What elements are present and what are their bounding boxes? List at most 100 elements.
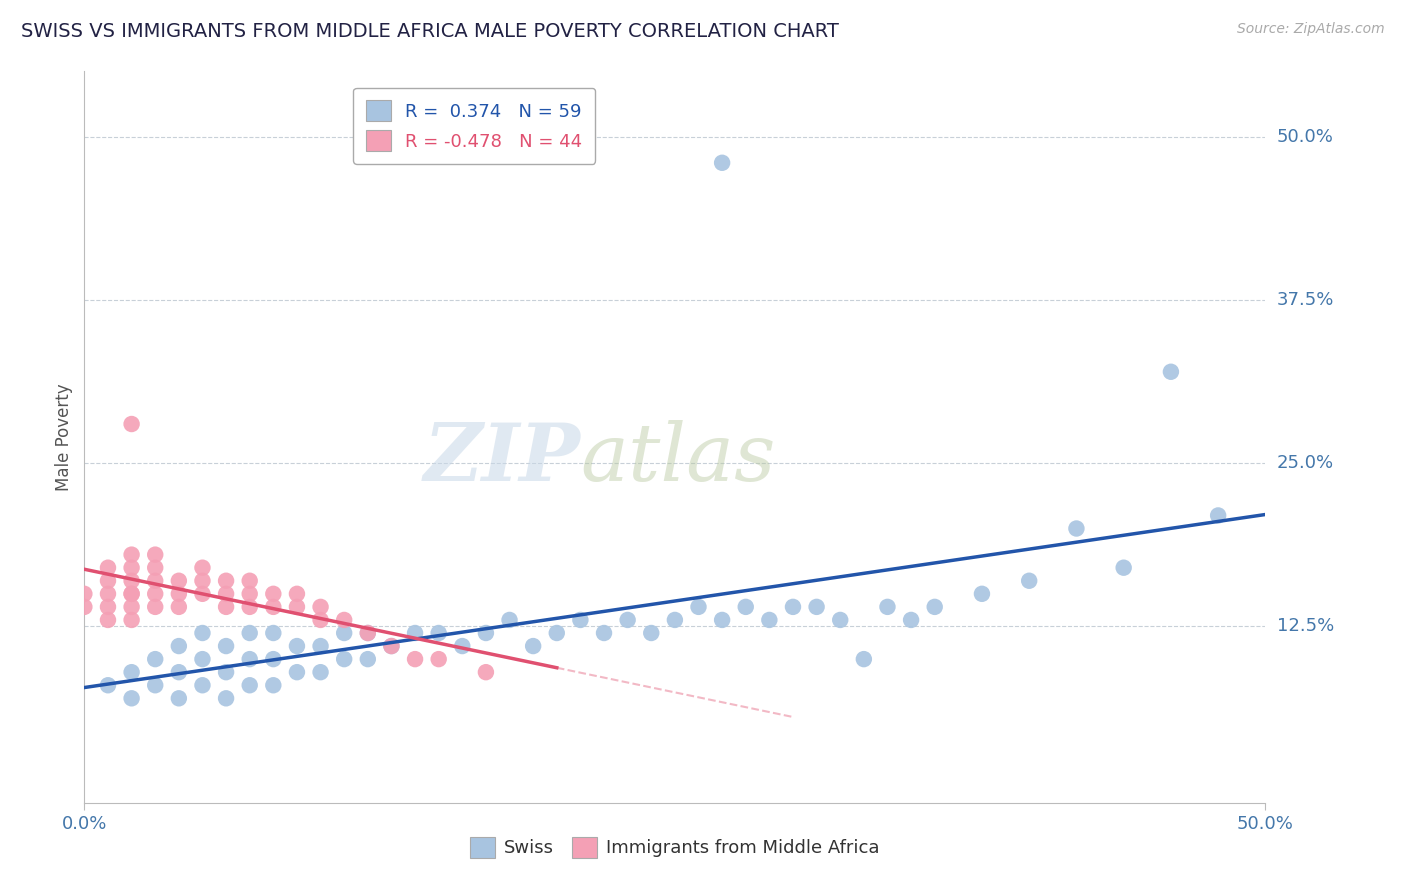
Text: atlas: atlas (581, 420, 776, 498)
Point (451, 639, 474, 653)
Point (143, 652, 166, 666)
Point (830, 613, 852, 627)
Point (143, 560, 166, 574)
Point (309, 639, 332, 653)
Point (121, 613, 143, 627)
Point (143, 587, 166, 601)
Point (143, 548, 166, 562)
Point (191, 587, 214, 601)
Point (876, 599, 898, 614)
Point (215, 691, 238, 706)
Point (97, 560, 120, 574)
Text: ZIP: ZIP (423, 420, 581, 498)
Point (309, 599, 332, 614)
Point (121, 560, 143, 574)
Text: SWISS VS IMMIGRANTS FROM MIDDLE AFRICA MALE POVERTY CORRELATION CHART: SWISS VS IMMIGRANTS FROM MIDDLE AFRICA M… (21, 22, 839, 41)
Y-axis label: Male Poverty: Male Poverty (55, 384, 73, 491)
Point (1066, 521, 1088, 535)
Point (215, 665, 238, 680)
Point (498, 613, 520, 627)
Point (121, 548, 143, 562)
Legend: Swiss, Immigrants from Middle Africa: Swiss, Immigrants from Middle Africa (461, 828, 889, 867)
Point (73, 587, 96, 601)
Point (475, 626, 498, 640)
Point (121, 599, 143, 614)
Point (97, 587, 120, 601)
Point (333, 613, 356, 627)
Point (1112, 560, 1135, 574)
Point (262, 626, 284, 640)
Point (167, 587, 190, 601)
Point (121, 587, 143, 601)
Text: Source: ZipAtlas.com: Source: ZipAtlas.com (1237, 22, 1385, 37)
Point (475, 665, 498, 680)
Point (167, 639, 190, 653)
Point (215, 599, 238, 614)
Point (239, 574, 262, 588)
Point (380, 639, 402, 653)
Point (73, 599, 96, 614)
Point (167, 599, 190, 614)
Point (97, 599, 120, 614)
Point (900, 613, 922, 627)
Point (593, 626, 616, 640)
Point (143, 599, 166, 614)
Point (97, 678, 120, 692)
Point (121, 574, 143, 588)
Point (734, 599, 756, 614)
Point (121, 665, 143, 680)
Point (782, 599, 804, 614)
Point (121, 587, 143, 601)
Point (167, 574, 190, 588)
Point (640, 626, 662, 640)
Point (711, 613, 734, 627)
Text: 50.0%: 50.0% (1277, 128, 1333, 145)
Point (427, 626, 450, 640)
Point (357, 626, 380, 640)
Point (616, 613, 638, 627)
Point (309, 613, 332, 627)
Point (1206, 508, 1229, 523)
Point (262, 678, 284, 692)
Point (121, 691, 143, 706)
Point (380, 639, 402, 653)
Point (924, 599, 946, 614)
Point (239, 678, 262, 692)
Point (285, 639, 308, 653)
Point (546, 626, 568, 640)
Text: 37.5%: 37.5% (1277, 291, 1334, 309)
Point (1160, 365, 1182, 379)
Point (569, 613, 592, 627)
Point (215, 587, 238, 601)
Text: 25.0%: 25.0% (1277, 454, 1334, 472)
Point (239, 626, 262, 640)
Point (806, 599, 828, 614)
Point (97, 613, 120, 627)
Point (852, 652, 875, 666)
Point (239, 599, 262, 614)
Point (333, 626, 356, 640)
Point (285, 587, 308, 601)
Text: 12.5%: 12.5% (1277, 617, 1334, 635)
Point (522, 639, 544, 653)
Point (427, 652, 450, 666)
Point (970, 587, 993, 601)
Point (309, 665, 332, 680)
Point (285, 665, 308, 680)
Point (404, 626, 426, 640)
Point (191, 560, 214, 574)
Point (688, 599, 710, 614)
Point (404, 652, 426, 666)
Point (167, 691, 190, 706)
Point (711, 155, 734, 169)
Point (239, 587, 262, 601)
Point (191, 574, 214, 588)
Point (215, 639, 238, 653)
Point (239, 652, 262, 666)
Point (121, 417, 143, 431)
Point (285, 599, 308, 614)
Point (262, 599, 284, 614)
Point (167, 665, 190, 680)
Point (215, 574, 238, 588)
Point (1018, 574, 1040, 588)
